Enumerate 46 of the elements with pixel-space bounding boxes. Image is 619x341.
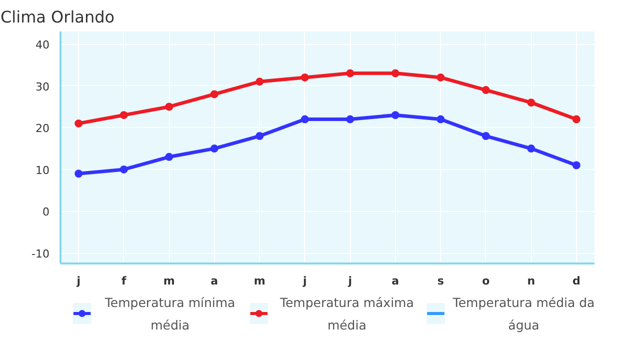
y-tick-label: 40 [36,38,50,52]
x-tick-label: s [437,274,444,288]
x-tick-label: f [121,274,126,288]
point [300,73,309,82]
y-tick-label: -10 [32,248,50,261]
x-tick-label: j [76,274,80,288]
point [256,132,264,140]
point [300,115,309,124]
y-tick-label: 10 [36,164,50,177]
point [572,115,580,124]
point [527,144,536,153]
x-tick-label: j [302,274,307,288]
x-tick-label: a [210,274,218,288]
point [210,90,218,98]
x-tick-label: j [347,274,352,288]
y-tick-label: 30 [36,80,50,94]
point [120,111,128,120]
point [74,170,83,178]
chart-title: Clima Orlando [0,8,115,26]
point [165,152,174,161]
legend-label: Temperatura mínima média [104,294,236,332]
point [436,115,445,124]
point [391,111,400,120]
point [165,102,174,111]
point [256,78,264,86]
point [391,69,400,78]
x-tick-label: a [392,274,400,288]
x-tick-label: m [163,274,175,288]
point [482,132,490,140]
x-tick-label: d [572,274,580,288]
point [346,115,354,124]
point [436,73,445,82]
point [74,119,83,128]
y-tick-label: 0 [42,206,50,219]
legend-label: Temperatura média da água [452,294,595,332]
point [572,161,580,170]
x-tick-label: o [482,274,490,288]
x-tick-label: m [254,274,266,288]
x-tick-label: n [527,274,536,288]
point [482,86,490,94]
point [120,165,128,174]
y-tick-label: 20 [36,122,50,136]
point [346,69,354,78]
point [210,144,218,153]
point [527,98,536,107]
legend-label: Temperatura máxima média [278,294,414,332]
